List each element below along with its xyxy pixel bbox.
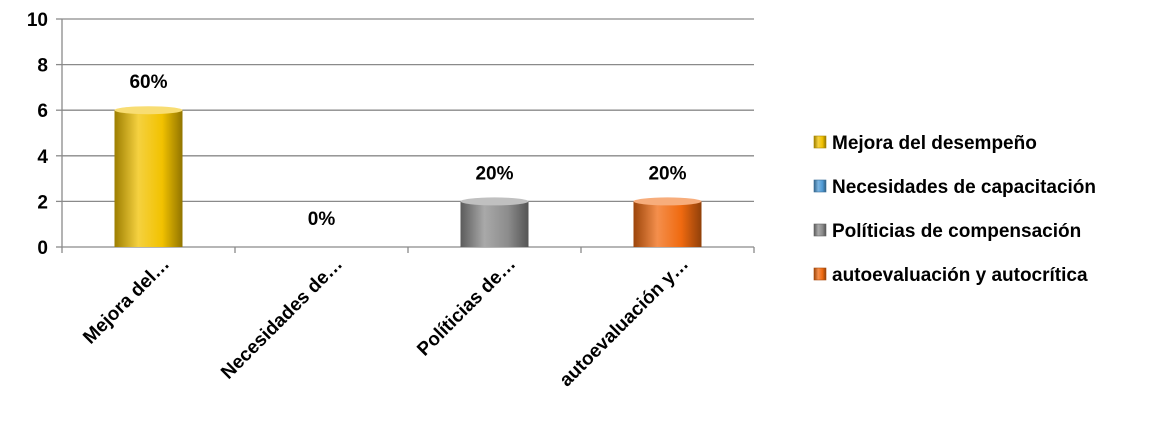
y-tick-label: 0 — [37, 238, 48, 259]
bar — [460, 201, 529, 247]
x-category-label: autoevaluación y… — [556, 254, 693, 391]
bar — [114, 110, 183, 247]
legend-label: autoevaluación y autocrítica — [832, 265, 1088, 286]
y-tick-label: 2 — [37, 192, 48, 213]
legend-swatch — [813, 179, 827, 193]
bar-top — [460, 197, 529, 206]
bar-top — [633, 197, 702, 206]
bars — [114, 106, 702, 247]
x-category-label: Mejora del… — [79, 254, 174, 349]
data-label: 20% — [475, 163, 513, 184]
data-label: 60% — [129, 72, 167, 93]
data-labels: 60% 0% 20% 20% — [129, 72, 686, 230]
legend: Mejora del desempeño Necesidades de capac… — [813, 133, 1096, 286]
x-category-label: Políticias de… — [413, 254, 520, 361]
data-label: 20% — [648, 163, 686, 184]
data-label: 0% — [308, 209, 336, 230]
y-tick-label: 6 — [37, 101, 48, 122]
legend-swatch — [813, 267, 827, 281]
bar-top — [114, 106, 183, 115]
legend-label: Políticias de compensación — [832, 221, 1081, 242]
y-tick-label: 10 — [27, 10, 48, 31]
legend-swatch — [813, 223, 827, 237]
bar — [633, 201, 702, 247]
legend-label: Mejora del desempeño — [832, 133, 1037, 154]
y-tick-label: 8 — [37, 56, 48, 77]
legend-label: Necesidades de capacitación — [832, 177, 1096, 198]
y-tick-label: 4 — [37, 147, 48, 168]
x-category-label: Necesidades de… — [217, 254, 347, 384]
legend-swatch — [813, 135, 827, 149]
